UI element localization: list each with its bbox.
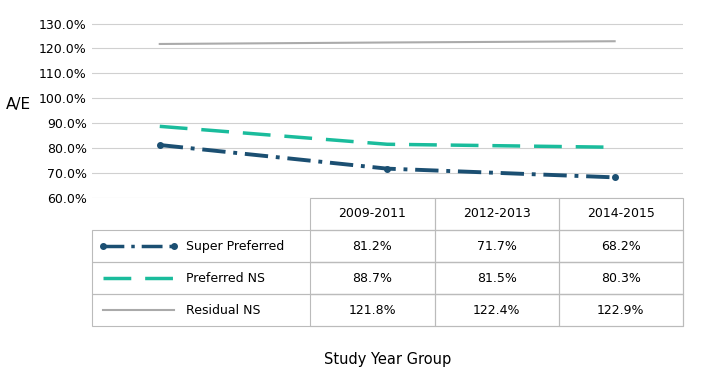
- Text: 2014-2015: 2014-2015: [587, 207, 655, 220]
- Text: 122.4%: 122.4%: [473, 304, 520, 317]
- Text: 71.7%: 71.7%: [477, 240, 517, 253]
- Text: 80.3%: 80.3%: [601, 272, 641, 285]
- Text: 122.9%: 122.9%: [597, 304, 645, 317]
- Y-axis label: A/E: A/E: [6, 97, 30, 112]
- Text: 121.8%: 121.8%: [348, 304, 396, 317]
- Text: Preferred NS: Preferred NS: [186, 272, 265, 285]
- Text: 81.5%: 81.5%: [477, 272, 517, 285]
- Text: 68.2%: 68.2%: [601, 240, 641, 253]
- Text: Super Preferred: Super Preferred: [186, 240, 284, 253]
- Text: Study Year Group: Study Year Group: [324, 352, 451, 367]
- Text: 81.2%: 81.2%: [353, 240, 392, 253]
- Text: Residual NS: Residual NS: [186, 304, 260, 317]
- Text: 88.7%: 88.7%: [353, 272, 392, 285]
- Text: 2009-2011: 2009-2011: [339, 207, 406, 220]
- Text: 2012-2013: 2012-2013: [463, 207, 531, 220]
